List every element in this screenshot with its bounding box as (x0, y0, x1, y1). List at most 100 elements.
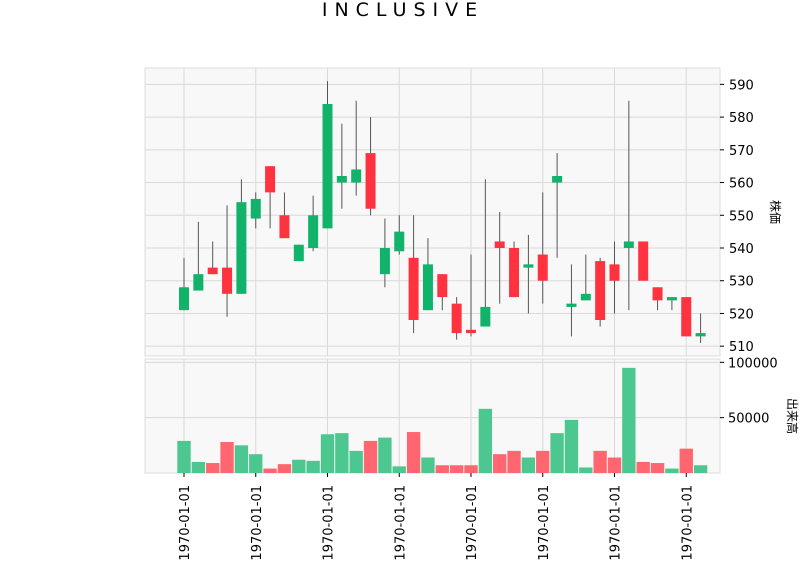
price-tick-label: 550 (729, 209, 754, 224)
volume-bar (650, 463, 665, 473)
volume-bar (550, 433, 564, 473)
volume-bar (622, 367, 636, 473)
volume-bar (320, 434, 335, 473)
volume-axis-label: 出来高 (785, 398, 800, 434)
volume-bar (421, 457, 435, 473)
volume-bar (363, 440, 378, 473)
volume-bar (579, 467, 593, 473)
price-tick-labels: 510 520 530 540 550 560 570 580 590 (729, 78, 754, 355)
volume-bar (277, 464, 292, 473)
volume-bar (536, 450, 550, 473)
candle-body-up (566, 303, 577, 307)
candle-body-down (365, 153, 376, 209)
volume-bar (693, 465, 708, 473)
x-tick-label: 1970-01-01 (393, 485, 408, 561)
candle-body-down (638, 241, 649, 281)
candle-body-up (523, 264, 534, 268)
price-tick-label: 580 (729, 111, 754, 126)
x-tick-label: 1970-01-01 (609, 485, 624, 561)
candle-body-down (451, 303, 462, 334)
price-tick-label: 530 (729, 275, 754, 290)
volume-bar (191, 461, 206, 473)
price-tick-label: 560 (729, 177, 754, 192)
candle-body-down (207, 267, 218, 275)
volume-tick-label: 100000 (728, 356, 778, 371)
volume-tick-label: 50000 (728, 412, 769, 427)
chart-title: INCLUSIVE (322, 0, 484, 21)
volume-bar (306, 460, 320, 473)
candle-body-down (652, 287, 663, 301)
volume-bar (292, 459, 306, 473)
price-panel-background (144, 67, 721, 357)
candle-body-up (666, 297, 677, 301)
price-axis-label: 株価 (768, 200, 783, 224)
volume-bar (220, 442, 234, 473)
candle-body-up (379, 248, 390, 275)
candle-body-down (681, 297, 692, 337)
volume-bar (464, 465, 478, 473)
candle-body-down (265, 166, 276, 193)
volume-bar (593, 450, 607, 473)
volume-bar (679, 448, 693, 473)
price-tick-label: 520 (729, 307, 754, 322)
volume-bar (263, 468, 277, 473)
x-tick-label: 1970-01-01 (250, 485, 265, 561)
candle-body-down (537, 254, 548, 281)
volume-bar (449, 465, 464, 473)
candle-body-down (408, 257, 419, 320)
candle-body-up (580, 293, 591, 301)
candle-body-up (623, 241, 634, 248)
volume-bar (493, 454, 507, 473)
volume-bar (177, 440, 191, 473)
candle-body-down (222, 267, 233, 294)
price-tick-label: 510 (729, 340, 754, 355)
volume-bar (521, 457, 536, 473)
x-tick-label: 1970-01-01 (537, 485, 552, 561)
candle-body-down (494, 241, 505, 248)
volume-bar (378, 437, 392, 473)
candle-body-up (322, 104, 333, 229)
candle-body-up (179, 287, 189, 311)
volume-bars-layer (177, 367, 708, 473)
price-tick-label: 590 (729, 78, 754, 93)
candle-body-down (509, 248, 520, 298)
volume-bar (435, 465, 449, 473)
candle-body-up (351, 169, 362, 183)
x-tick-label: 1970-01-01 (680, 485, 695, 561)
volume-bar (392, 466, 406, 473)
candle-body-up (308, 215, 319, 248)
x-tick-label: 1970-01-01 (322, 485, 337, 561)
volume-bar (234, 445, 249, 473)
volume-bar (507, 450, 521, 473)
volume-bar (206, 463, 220, 473)
candle-body-up (552, 176, 563, 183)
candle-body-up (695, 333, 706, 337)
candle-body-down (609, 264, 620, 281)
volume-bar (349, 450, 363, 473)
candle-body-up (422, 264, 433, 311)
candle-body-up (250, 198, 261, 219)
candle-body-down (595, 261, 606, 320)
candles-layer (179, 81, 706, 343)
volume-bar (335, 433, 349, 473)
candle-body-down (279, 215, 290, 239)
candle-body-up (394, 231, 405, 252)
volume-bar (478, 408, 493, 473)
candle-body-up (480, 306, 491, 327)
candle-body-up (236, 202, 247, 294)
volume-bar (607, 457, 622, 473)
candle-body-up (336, 176, 347, 183)
volume-bar (249, 454, 263, 473)
candle-body-up (293, 244, 304, 262)
volume-tick-labels: 50000 100000 (728, 356, 778, 426)
price-tick-label: 540 (729, 242, 754, 257)
candle-body-down (466, 329, 476, 334)
candle-body-up (193, 274, 204, 291)
x-tick-labels: 1970-01-01 1970-01-01 1970-01-01 1970-01-01… (178, 485, 695, 561)
price-tick-label: 570 (729, 144, 754, 159)
volume-bar (636, 461, 650, 473)
volume-bar (564, 419, 579, 473)
candle-body-down (437, 274, 448, 298)
